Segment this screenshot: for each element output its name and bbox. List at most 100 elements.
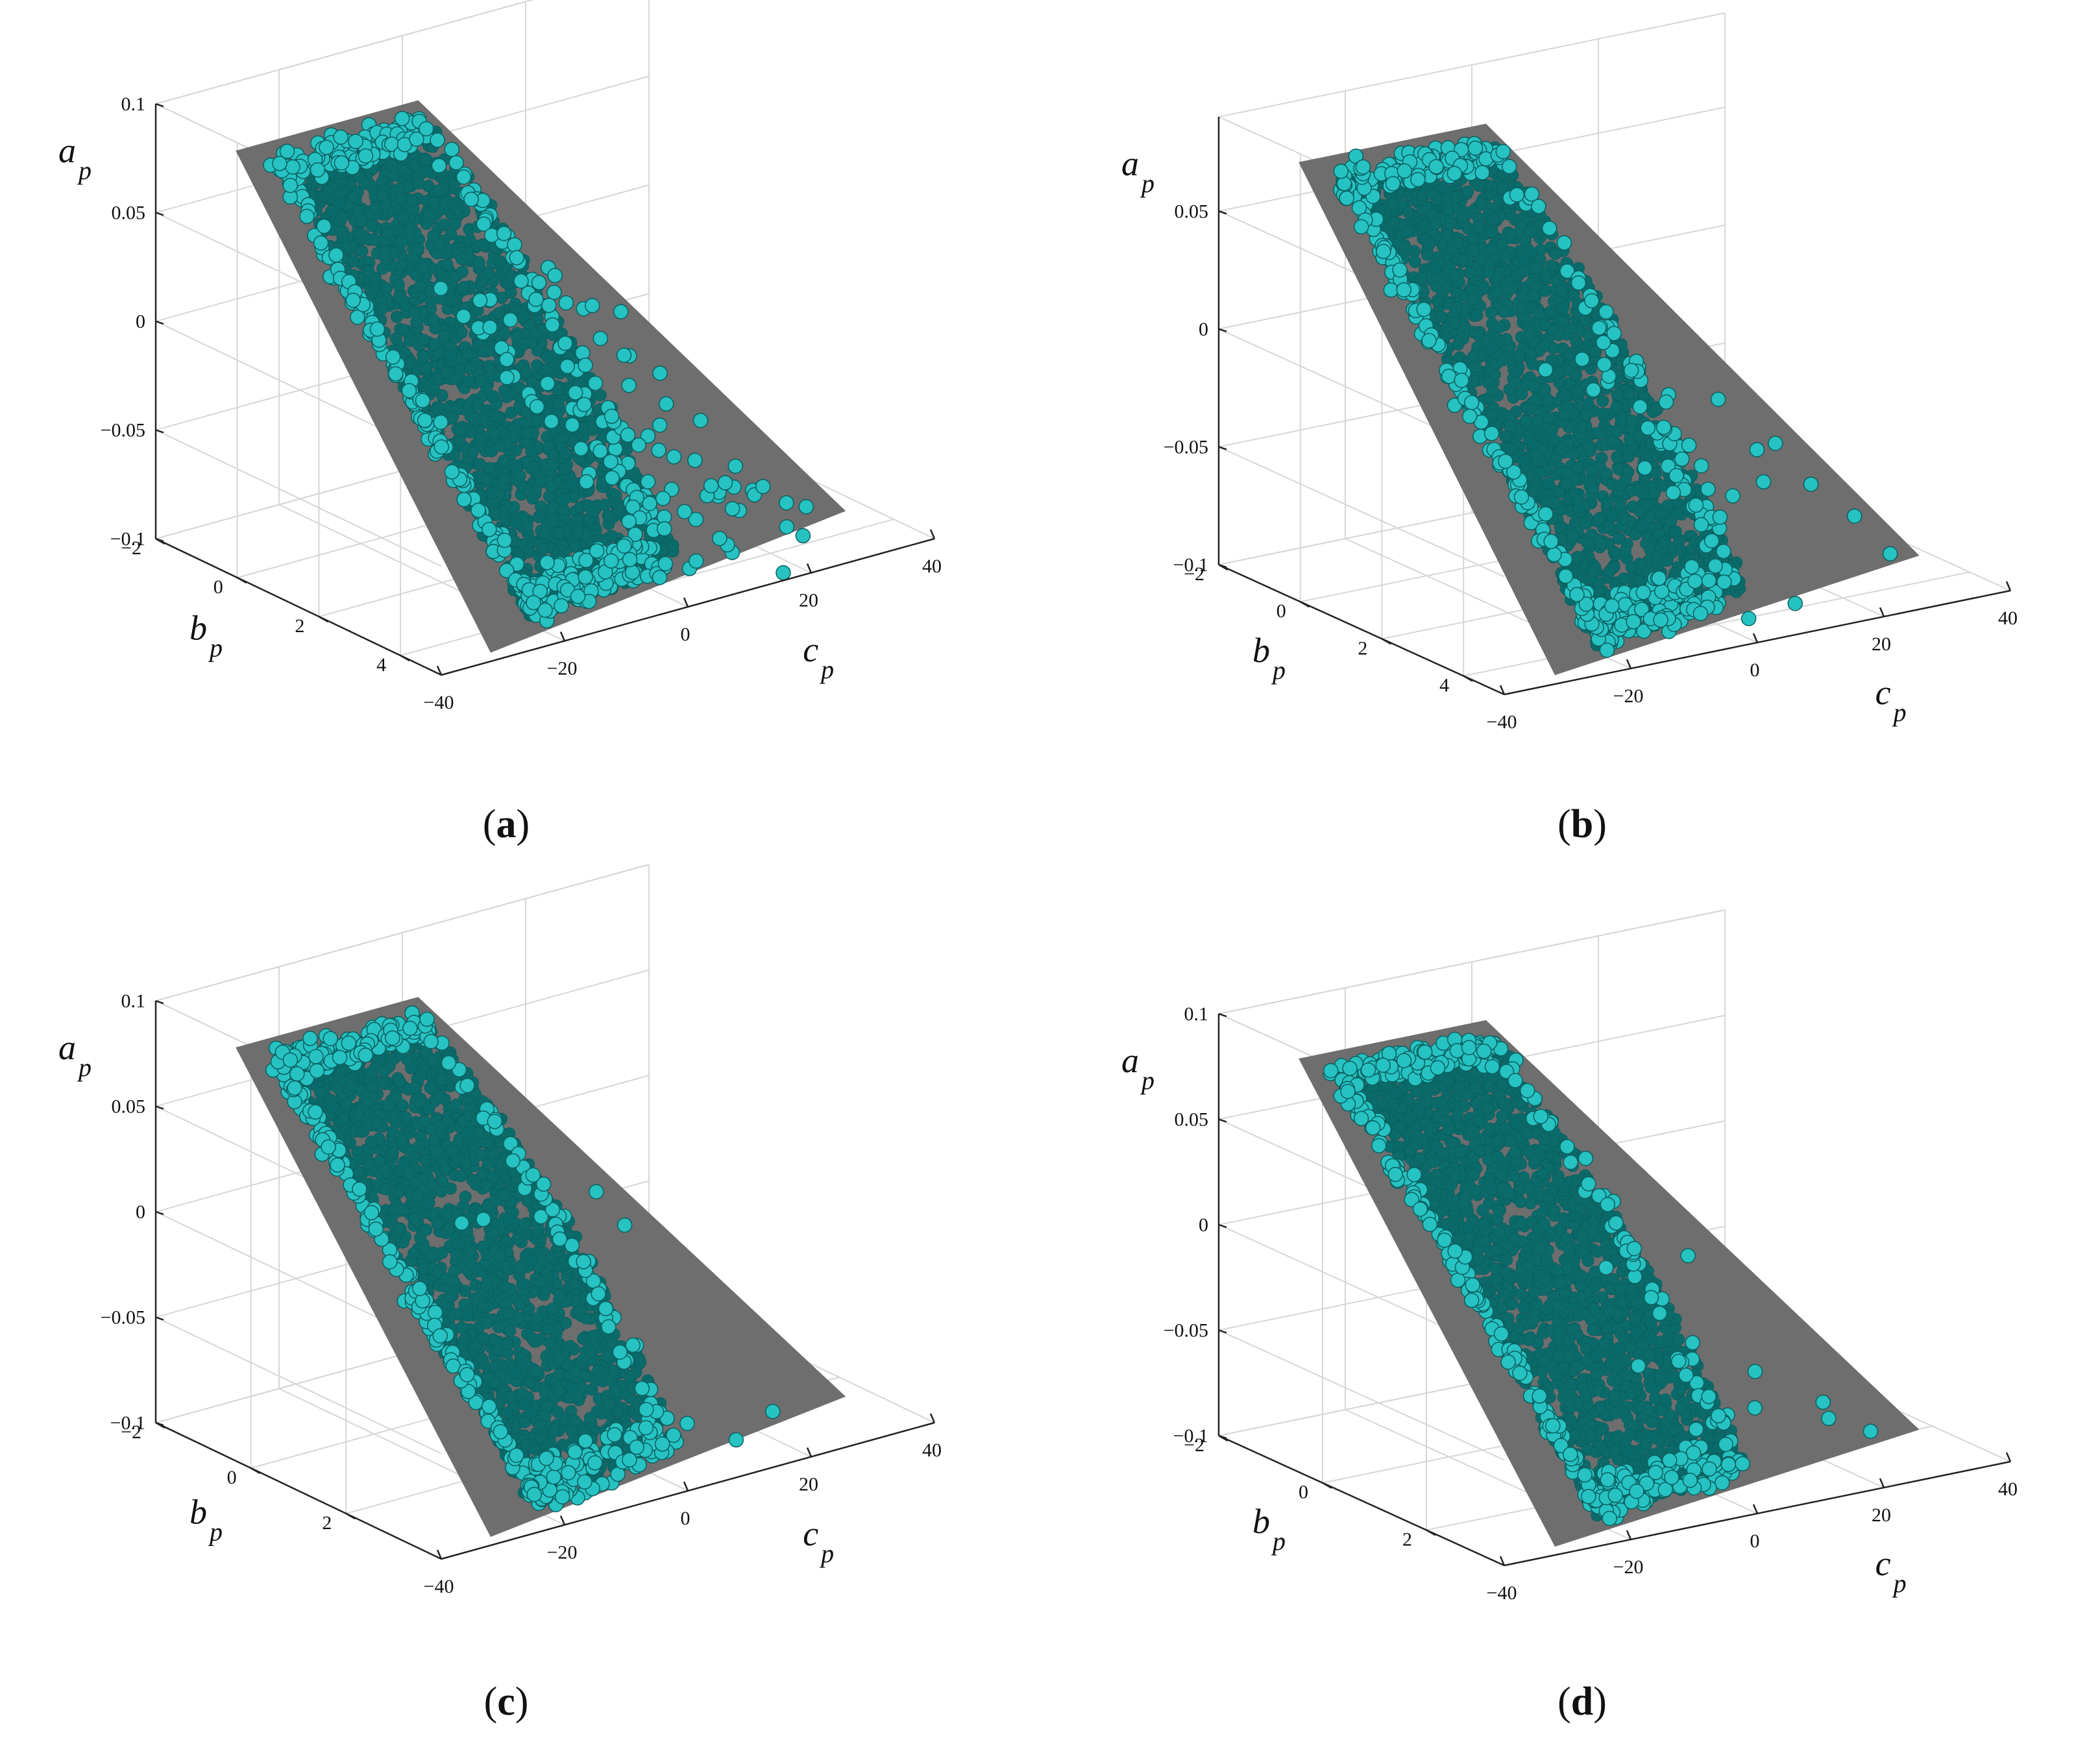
- scatter-point-outlier: [482, 319, 498, 335]
- scatter-point: [1592, 426, 1605, 439]
- scatter-point: [401, 383, 417, 399]
- scatter-point: [509, 250, 524, 265]
- scatter-point: [1618, 572, 1631, 585]
- scatter-point: [445, 349, 458, 362]
- scatter-point-outlier: [1583, 293, 1600, 309]
- z-axis-label-sub: p: [77, 156, 92, 185]
- scatter-point: [1591, 320, 1607, 336]
- scatter-point: [1571, 551, 1584, 563]
- scatter-point: [1441, 369, 1457, 384]
- scatter-point: [328, 247, 344, 263]
- scatter-point: [1396, 282, 1412, 298]
- scatter-point: [544, 480, 557, 493]
- scatter-point: [493, 307, 506, 320]
- scatter-point: [498, 326, 511, 339]
- scatter-point: [1440, 281, 1453, 294]
- scatter-point: [1496, 354, 1509, 367]
- scatter-point: [1623, 387, 1636, 400]
- scatter-point: [494, 439, 507, 452]
- scatter-point: [1567, 289, 1580, 302]
- scatter-point: [455, 252, 468, 265]
- scatter-point: [1486, 243, 1499, 256]
- scatter-point: [463, 233, 476, 246]
- scatter-point: [428, 338, 441, 351]
- scatter-point: [535, 474, 548, 487]
- scatter-point-outlier: [779, 519, 795, 535]
- scatter-point: [431, 158, 447, 174]
- scatter-point: [463, 362, 476, 375]
- scatter-point: [403, 223, 415, 236]
- scatter-point: [385, 158, 398, 171]
- y-tick-label: −2: [121, 537, 141, 559]
- scatter-point: [474, 432, 487, 445]
- scatter-point-outlier: [531, 275, 547, 291]
- scatter-point: [1567, 530, 1580, 543]
- scatter-point: [1517, 265, 1530, 278]
- scatter-point: [1421, 332, 1437, 349]
- y-tick-label: −2: [1184, 563, 1204, 585]
- scatter-point-outlier: [1846, 508, 1862, 524]
- scatter-point: [1539, 284, 1552, 297]
- scatter-point: [408, 306, 421, 319]
- scatter-point-outlier: [652, 417, 668, 433]
- scatter-point-outlier: [1882, 546, 1898, 561]
- scatter-point: [432, 184, 445, 197]
- scatter-point: [500, 391, 513, 404]
- scatter-point: [517, 338, 530, 351]
- scatter-point: [1504, 442, 1517, 455]
- scatter-point: [1467, 140, 1483, 156]
- scatter-point-outlier: [578, 358, 593, 373]
- scatter-point-outlier: [541, 297, 557, 313]
- scatter-point-outlier: [724, 501, 740, 517]
- scatter-point: [622, 552, 638, 567]
- scatter-point: [1598, 304, 1614, 320]
- scatter-point: [1431, 294, 1444, 307]
- scatter-point: [1546, 546, 1562, 563]
- scatter-point: [1707, 558, 1723, 574]
- scatter-point: [348, 134, 363, 149]
- scatter-point: [1703, 533, 1720, 548]
- scatter-point: [1472, 221, 1485, 234]
- scatter-point: [461, 348, 474, 361]
- scatter-point: [520, 365, 532, 378]
- scatter-point: [1528, 380, 1541, 393]
- scatter-point-outlier: [717, 475, 733, 491]
- scatter-point: [1538, 318, 1551, 331]
- scatter-point: [1544, 306, 1557, 319]
- scatter-point: [493, 255, 506, 268]
- scatter-point-outlier: [666, 449, 682, 465]
- scatter-point: [482, 522, 497, 537]
- scatter-point: [1527, 289, 1540, 302]
- scatter-point: [1387, 217, 1400, 229]
- y-tick-label: 4: [376, 654, 386, 676]
- scatter-point-outlier: [1712, 509, 1728, 525]
- scatter-point: [1501, 158, 1517, 175]
- scatter-point: [417, 412, 433, 428]
- scatter-point-outlier: [658, 396, 674, 412]
- scatter-point: [1554, 521, 1567, 534]
- scatter-point: [1684, 559, 1700, 574]
- scatter-point: [546, 448, 559, 461]
- scatter-point: [1555, 443, 1568, 456]
- scatter-point-outlier: [584, 298, 600, 313]
- scatter-point: [417, 350, 430, 363]
- scatter-point: [1425, 208, 1438, 221]
- scatter-point: [1524, 347, 1537, 360]
- scatter-point: [1603, 519, 1616, 532]
- caption-paren: ): [517, 802, 530, 846]
- scatter-point: [437, 218, 450, 231]
- scatter-point: [474, 458, 486, 471]
- scatter-point: [1466, 232, 1479, 245]
- scatter-point: [282, 177, 299, 193]
- scatter-point: [557, 493, 570, 506]
- scatter-point: [527, 460, 540, 473]
- scatter-point: [279, 143, 295, 159]
- z-tick-label: −0.05: [101, 420, 145, 441]
- x-axis-label-sub: p: [1892, 698, 1907, 727]
- scatter-point: [361, 265, 374, 277]
- scatter-point: [1333, 164, 1349, 179]
- scatter-point: [1392, 262, 1408, 278]
- scatter-point: [420, 217, 433, 230]
- scatter-point: [497, 472, 510, 485]
- scatter-point: [1601, 497, 1613, 509]
